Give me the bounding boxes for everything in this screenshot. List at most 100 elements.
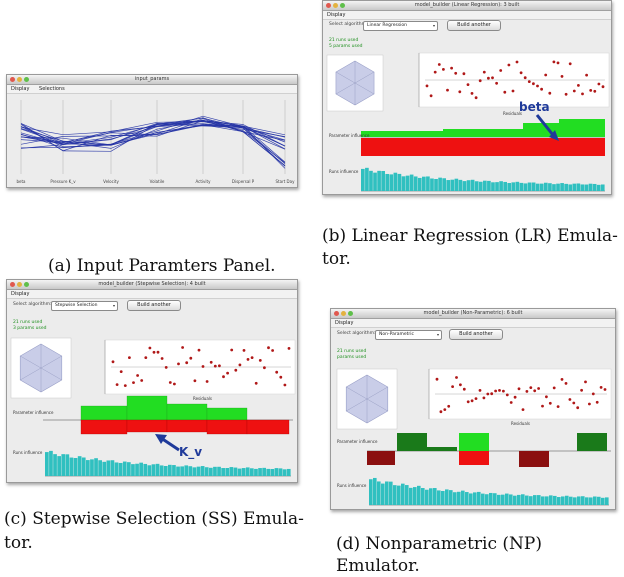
runs-bar: [454, 178, 459, 191]
zoom-window-button[interactable]: [340, 3, 345, 8]
residual-point: [462, 387, 466, 391]
param-negative-bar: [246, 419, 290, 435]
menu-display[interactable]: Display: [11, 291, 30, 297]
window-titlebar[interactable]: model_builder (Non-Parametric): 6 built: [331, 309, 615, 319]
runs-used-link[interactable]: 21 runs used: [337, 349, 367, 354]
runs-bar: [381, 483, 385, 505]
window-titlebar[interactable]: model_builder (Linear Regression): 3 bui…: [323, 1, 611, 11]
pc-axis-label: Volatile: [150, 179, 165, 184]
param-negative-bar: [206, 419, 248, 435]
close-window-button[interactable]: [10, 77, 15, 82]
residual-point: [168, 381, 172, 384]
residual-point: [128, 356, 131, 359]
pc-axis-label: Dispersal P: [232, 179, 255, 184]
close-window-button[interactable]: [334, 311, 339, 316]
residual-point: [597, 82, 601, 86]
residual-point: [486, 392, 490, 396]
build-another-button[interactable]: Build another: [447, 20, 501, 31]
runs-bar: [361, 168, 365, 191]
minimize-window-button[interactable]: [17, 77, 22, 82]
algorithm-select[interactable]: Stepwise Selection ▾: [51, 301, 118, 311]
zoom-window-button[interactable]: [24, 282, 29, 287]
menu-bar: Display Selections: [7, 85, 297, 94]
minimize-window-button[interactable]: [333, 3, 338, 8]
minimize-window-button[interactable]: [17, 282, 22, 287]
runs-bar: [513, 495, 517, 505]
chevron-down-icon: ▾: [112, 303, 115, 308]
build-another-button[interactable]: Build another: [449, 329, 503, 340]
emulator-panel: Residuals Parameter influence Runs influ…: [336, 368, 612, 506]
runs-bar: [600, 184, 605, 191]
build-another-button[interactable]: Build another: [127, 300, 181, 311]
lr-emulator-window: model_builder (Linear Regression): 3 bui…: [322, 0, 612, 195]
runs-bar: [196, 466, 201, 476]
params-used-link[interactable]: 3 params used: [13, 326, 47, 331]
residual-point: [144, 356, 148, 359]
residual-point: [451, 385, 454, 388]
runs-bar: [204, 467, 209, 476]
residual-point: [443, 408, 447, 411]
runs-bar: [385, 173, 390, 191]
param-positive-bar: [126, 395, 168, 421]
residual-point: [267, 346, 270, 350]
runs-bar: [217, 466, 221, 476]
residual-point: [450, 66, 453, 70]
runs-bar: [77, 456, 82, 476]
parallel-coordinates-plot[interactable]: beta Pressure K_v Velocity Volatile Activity…: [7, 94, 297, 186]
runs-bar: [421, 488, 425, 505]
runs-bar: [525, 495, 529, 505]
zoom-window-button[interactable]: [24, 77, 29, 82]
window-titlebar[interactable]: input_params: [7, 75, 297, 85]
menu-display[interactable]: Display: [11, 86, 30, 92]
algorithm-select[interactable]: Linear Regression ▾: [363, 21, 438, 31]
runs-bar: [266, 468, 271, 476]
close-window-button[interactable]: [10, 282, 15, 287]
residuals-axis-label: Residuals: [511, 421, 530, 426]
window-titlebar[interactable]: model_builder (Stepwise Selection): 4 bu…: [7, 280, 297, 290]
menu-display[interactable]: Display: [327, 12, 346, 18]
menu-selections[interactable]: Selections: [39, 86, 65, 92]
runs-used-link[interactable]: 21 runs used: [13, 320, 43, 325]
residual-point: [177, 362, 180, 366]
residual-point: [246, 358, 250, 361]
residual-point: [181, 346, 185, 349]
zoom-window-button[interactable]: [348, 311, 353, 316]
residual-point: [242, 349, 246, 352]
radar-spoke: [354, 82, 375, 95]
runs-bar: [509, 494, 513, 505]
runs-bar: [511, 182, 516, 191]
params-used-link[interactable]: params used: [337, 355, 367, 360]
menu-display[interactable]: Display: [335, 320, 354, 326]
runs-bar: [557, 497, 561, 505]
residual-point: [515, 60, 519, 64]
param-negative-bar: [80, 419, 128, 435]
runs-bar: [94, 458, 98, 476]
runs-bar: [176, 466, 180, 476]
algorithm-select[interactable]: Non-Parametric ▾: [375, 330, 442, 340]
pc-line: [20, 123, 286, 164]
close-window-button[interactable]: [326, 3, 331, 8]
pc-axis-label: Activity: [196, 179, 212, 184]
radar-chart: [336, 368, 398, 430]
residual-point: [529, 386, 533, 389]
runs-bar: [417, 485, 421, 505]
runs-bar: [515, 181, 520, 191]
params-used-link[interactable]: 5 params used: [329, 44, 363, 49]
residual-point: [556, 405, 560, 408]
residual-point: [287, 347, 291, 350]
residual-point: [439, 410, 443, 414]
runs-bar: [81, 457, 86, 476]
residual-point: [560, 75, 564, 78]
runs-used-link[interactable]: 21 runs used: [329, 38, 359, 43]
runs-bar: [483, 180, 487, 191]
runs-bar: [225, 468, 230, 476]
residual-point: [544, 73, 548, 77]
param-positive-bar: [427, 447, 457, 451]
param-positive-bar: [559, 119, 605, 137]
minimize-window-button[interactable]: [341, 311, 346, 316]
runs-bar: [545, 496, 549, 505]
runs-bar: [200, 466, 205, 476]
residual-point: [536, 84, 539, 88]
runs-bar: [73, 457, 78, 476]
runs-bar: [413, 487, 417, 505]
